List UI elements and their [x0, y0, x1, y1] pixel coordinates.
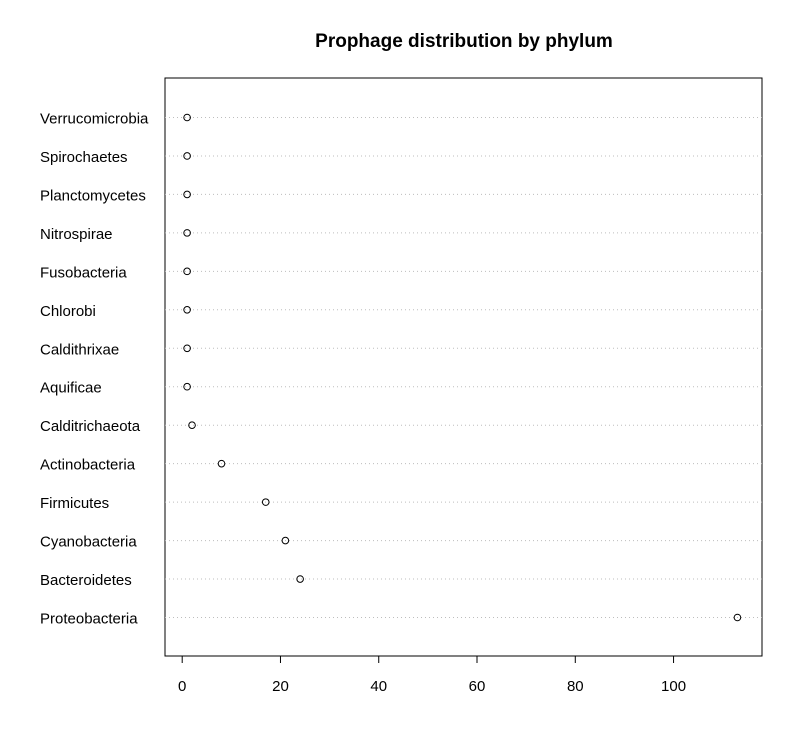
guide-lines [165, 117, 762, 618]
x-tick-label: 100 [661, 678, 686, 695]
category-label: Spirochaetes [40, 149, 128, 166]
data-point [183, 229, 191, 237]
data-point [733, 613, 742, 622]
data-point [183, 344, 191, 353]
category-label: Cyanobacteria [40, 534, 137, 551]
data-point [188, 421, 196, 429]
chart-title: Prophage distribution by phylum [315, 31, 613, 52]
category-label: Nitrospirae [40, 226, 113, 243]
data-point [183, 152, 191, 160]
category-label: Planctomycetes [40, 187, 146, 204]
category-label: Bacteroidetes [40, 572, 132, 589]
data-points [183, 113, 742, 622]
category-label: Proteobacteria [40, 611, 138, 628]
data-point [281, 536, 290, 545]
data-point [296, 575, 304, 583]
category-labels: Verrucomicrobia Spirochaetes Planctomycete… [40, 111, 149, 628]
data-point [183, 113, 191, 122]
category-label: Fusobacteria [40, 264, 127, 281]
data-point [217, 459, 226, 468]
x-tick-label: 60 [469, 678, 486, 695]
category-label: Calditrichaeota [40, 418, 141, 435]
data-point [183, 382, 191, 391]
data-point [183, 190, 191, 199]
x-tick-label: 20 [272, 678, 289, 695]
category-label: Verrucomicrobia [40, 111, 149, 128]
x-axis: 0 20 40 60 80 100 [178, 655, 686, 695]
category-label: Firmicutes [40, 495, 109, 512]
x-tick-label: 40 [370, 678, 387, 695]
x-tick-label: 80 [567, 678, 584, 695]
category-label: Aquificae [40, 380, 102, 397]
category-label: Actinobacteria [40, 457, 136, 474]
data-point [261, 498, 270, 506]
category-label: Caldithrixae [40, 341, 119, 358]
data-point [183, 267, 191, 276]
plot-frame [164, 77, 763, 657]
data-point [183, 306, 191, 314]
x-tick-label: 0 [178, 678, 186, 695]
category-label: Chlorobi [40, 303, 96, 320]
